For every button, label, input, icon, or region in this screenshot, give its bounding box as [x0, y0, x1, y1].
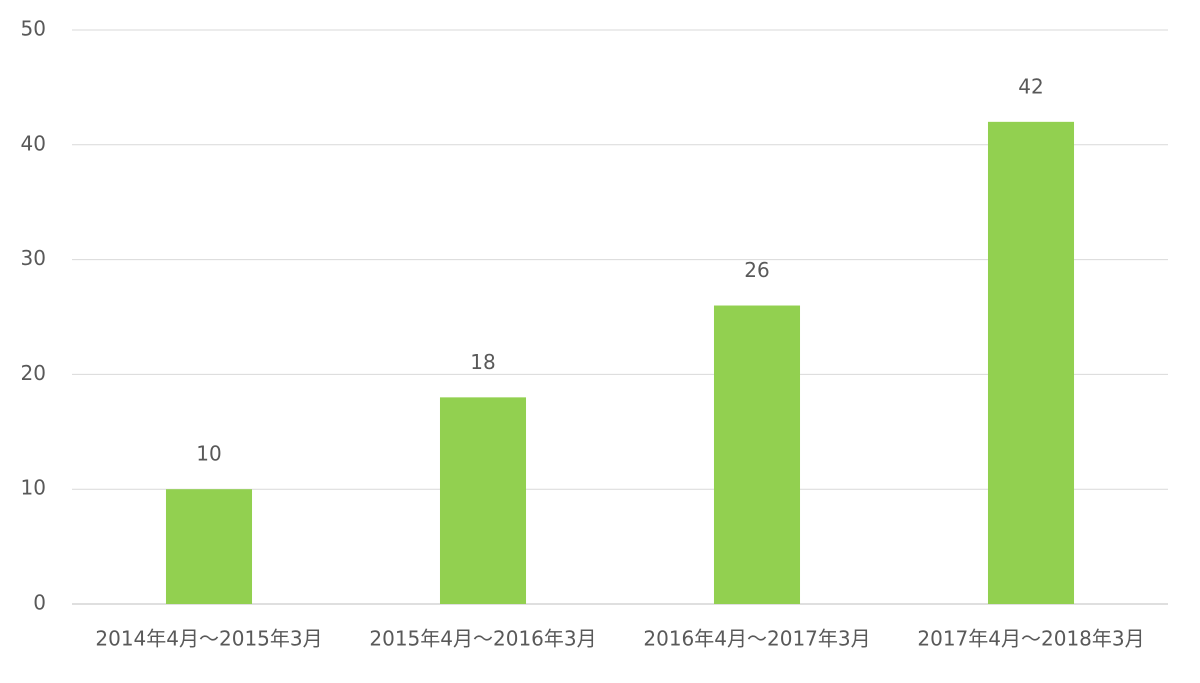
bar: [987, 121, 1075, 604]
x-tick-label: 2016年4月～2017年3月: [643, 627, 870, 651]
y-tick-label: 0: [33, 591, 46, 615]
x-tick-label: 2014年4月～2015年3月: [95, 627, 322, 651]
bar: [713, 305, 801, 604]
y-tick-label: 50: [21, 17, 46, 41]
data-label: 26: [744, 258, 769, 282]
y-tick-label: 30: [21, 246, 46, 270]
y-tick-label: 20: [21, 361, 46, 385]
data-label: 42: [1018, 74, 1043, 98]
bar: [165, 489, 253, 604]
y-tick-label: 10: [21, 476, 46, 500]
x-tick-label: 2017年4月～2018年3月: [917, 627, 1144, 651]
x-tick-label: 2015年4月～2016年3月: [369, 627, 596, 651]
bar: [439, 397, 527, 604]
data-label: 10: [196, 442, 221, 466]
data-label: 18: [470, 350, 495, 374]
y-tick-label: 40: [21, 131, 46, 155]
